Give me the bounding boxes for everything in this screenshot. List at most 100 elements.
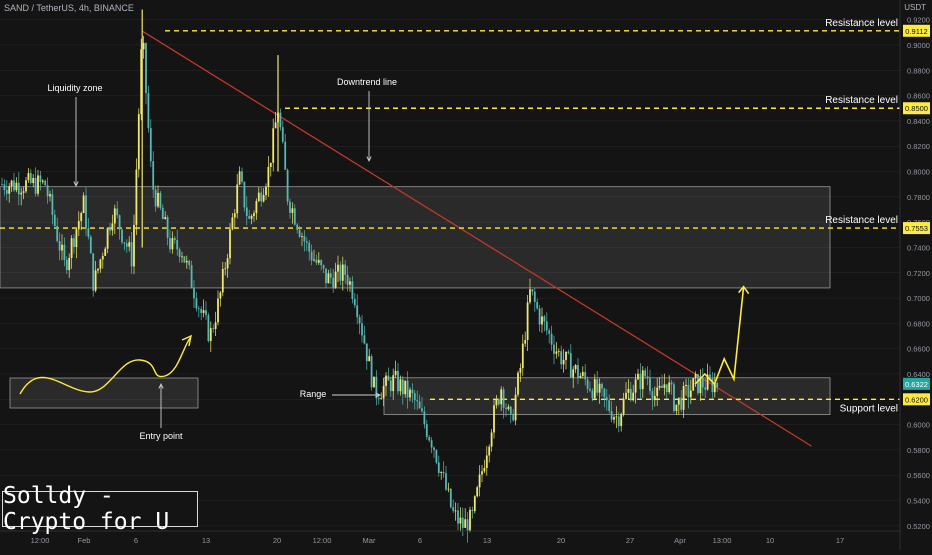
candle-body xyxy=(209,328,212,342)
candle-body xyxy=(476,487,479,497)
candle-body xyxy=(533,291,536,302)
candle-body xyxy=(82,195,85,213)
candle-body xyxy=(706,374,709,390)
candle-body xyxy=(339,264,342,281)
candle-body xyxy=(205,310,207,316)
downtrend-arrow-head xyxy=(366,156,372,163)
candle-body xyxy=(440,472,443,473)
scenario-wave xyxy=(19,337,191,395)
x-tick-label: 13:00 xyxy=(713,536,732,545)
candle-body xyxy=(675,404,678,411)
candle-body xyxy=(111,223,114,231)
candle-body xyxy=(202,310,205,313)
candle-body xyxy=(413,393,416,401)
candle-body xyxy=(641,370,644,390)
candle-body xyxy=(370,356,373,388)
annotation-entry-point: Entry point xyxy=(139,431,183,441)
candle-body xyxy=(521,343,524,369)
y-tick-label: 0.8800 xyxy=(907,66,930,75)
candle-body xyxy=(296,224,299,230)
candle-body xyxy=(164,217,167,220)
candle-body xyxy=(509,406,512,414)
candle-body xyxy=(598,383,601,393)
candle-body xyxy=(358,317,361,324)
candle-body xyxy=(377,398,380,400)
candle-body xyxy=(56,225,59,242)
candle-body xyxy=(425,424,428,437)
candle-body xyxy=(181,256,183,258)
candle-body xyxy=(697,374,699,394)
candle-body xyxy=(185,260,188,263)
entry-arrow-head xyxy=(158,382,164,389)
candle-body xyxy=(291,208,294,213)
candle-body xyxy=(363,335,366,344)
candle-body xyxy=(433,447,435,451)
candle-body xyxy=(644,370,647,377)
candle-body xyxy=(253,213,255,216)
candle-body xyxy=(627,388,630,393)
candle-body xyxy=(457,510,459,524)
annotation-liquidity-zone: Liquidity zone xyxy=(47,83,102,93)
y-tick-label: 0.7400 xyxy=(907,243,930,252)
candle-body xyxy=(104,248,107,256)
x-tick-label: 13 xyxy=(483,536,491,545)
candle-body xyxy=(682,385,685,410)
candle-body xyxy=(236,184,239,214)
candle-body xyxy=(661,385,663,388)
candle-body xyxy=(658,385,661,388)
candle-body xyxy=(651,391,654,401)
candle-body xyxy=(176,239,179,250)
candle-body xyxy=(34,177,37,194)
y-tick-label: 0.6400 xyxy=(907,370,930,379)
x-tick-label: 6 xyxy=(418,536,422,545)
candle-body xyxy=(593,379,596,399)
candle-body xyxy=(430,440,433,448)
candle-body xyxy=(238,171,241,185)
candle-body xyxy=(303,236,306,242)
candle-body xyxy=(680,397,683,410)
candle-body xyxy=(101,255,104,260)
x-tick-label: Apr xyxy=(674,536,686,545)
candle-body xyxy=(608,400,611,411)
candle-body xyxy=(526,302,529,341)
candle-body xyxy=(10,180,13,187)
candle-body xyxy=(313,259,315,261)
candle-body xyxy=(565,351,567,360)
candle-body xyxy=(589,388,591,391)
candle-body xyxy=(653,395,656,401)
candle-body xyxy=(392,375,395,392)
candle-body xyxy=(317,260,320,263)
price-tag-label: 0.7553 xyxy=(905,224,928,233)
candle-body xyxy=(493,405,495,433)
candle-body xyxy=(274,122,277,129)
candle-body xyxy=(233,213,236,218)
candle-body xyxy=(478,474,481,488)
candle-body xyxy=(1,184,3,185)
candle-body xyxy=(459,517,462,524)
candle-body xyxy=(399,379,402,392)
price-tag-label: 0.6200 xyxy=(905,395,928,404)
x-tick-label: Feb xyxy=(78,536,91,545)
candle-body xyxy=(154,189,157,207)
candle-body xyxy=(51,194,54,215)
candle-body xyxy=(320,260,323,266)
y-tick-label: 0.9200 xyxy=(907,16,930,25)
candle-body xyxy=(159,192,162,208)
candle-body xyxy=(142,43,145,50)
candle-body xyxy=(77,221,80,230)
candle-body xyxy=(130,242,133,267)
candle-body xyxy=(20,192,23,195)
x-tick-label: 20 xyxy=(273,536,281,545)
candle-body xyxy=(502,389,505,408)
candle-body xyxy=(711,378,714,393)
candle-body xyxy=(687,384,690,398)
candle-body xyxy=(656,387,659,396)
candle-body xyxy=(591,390,594,399)
level-label: Resistance level xyxy=(825,95,898,106)
candle-body xyxy=(173,238,176,240)
candle-body xyxy=(449,488,452,508)
candle-body xyxy=(75,229,78,247)
range-arrow-head xyxy=(375,392,382,398)
candle-body xyxy=(356,305,359,318)
candle-body xyxy=(581,371,584,376)
